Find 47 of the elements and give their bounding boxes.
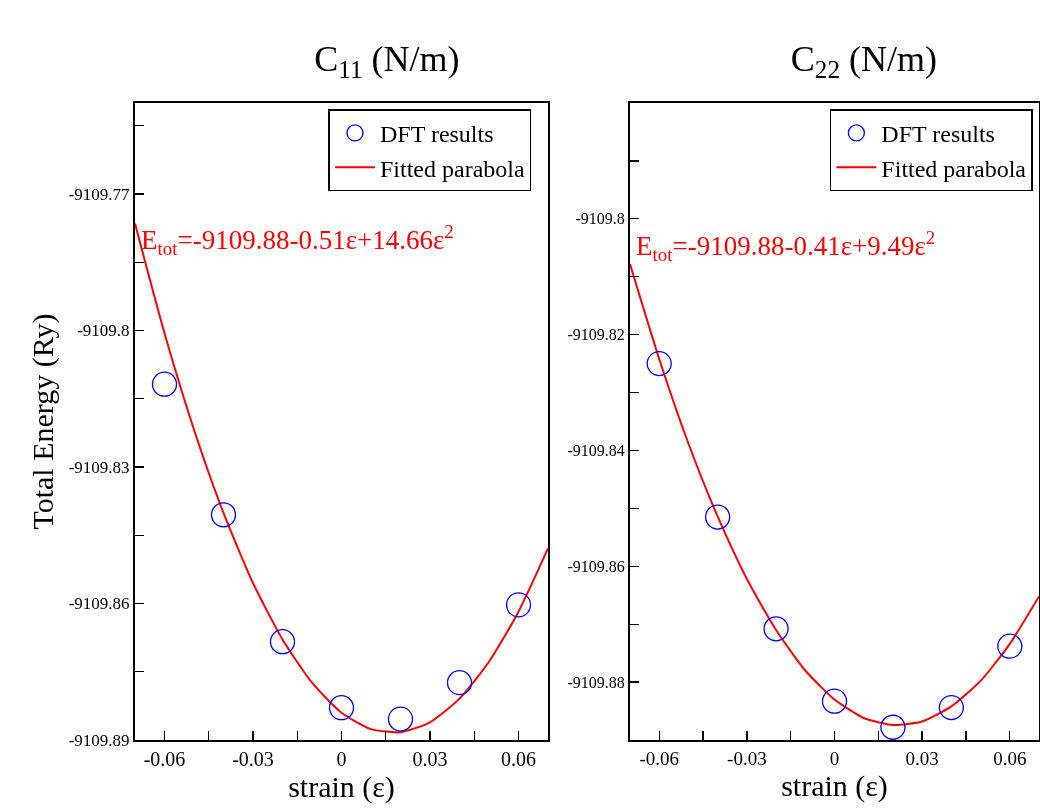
annotation: E$_{tot}$=-9109.88-0.41ε+9.49ε$^{2}$ <box>636 227 936 266</box>
x-tick-label: 0.03 <box>412 748 448 770</box>
y-tick-label: -9109.89 <box>68 730 130 750</box>
point <box>328 695 355 721</box>
y-tick-label: -9109.8 <box>575 210 625 228</box>
legend-label: Fitted parabola <box>379 155 525 182</box>
line-series <box>630 262 1039 726</box>
x-tick-label: 0.06 <box>501 748 536 770</box>
x-tick-label: 0.03 <box>905 747 939 769</box>
chart-title: C$_{22}$ (N/m) <box>790 38 937 84</box>
x-tick-label: -0.03 <box>232 748 274 770</box>
line-series <box>135 222 548 734</box>
y-tick-label: -9109.8 <box>77 321 130 341</box>
y-tick-label: -9109.88 <box>567 673 625 691</box>
x-tick-label: -0.06 <box>639 747 679 769</box>
chart-title: C$_{11}$ (N/m) <box>314 38 460 84</box>
point <box>763 616 789 642</box>
x-tick-label: 0.06 <box>993 747 1027 769</box>
x-tick-label: 0 <box>336 748 347 770</box>
y-tick-label: -9109.86 <box>68 594 130 614</box>
x-tick-label: -0.06 <box>143 748 186 770</box>
point <box>646 350 672 377</box>
y-tick-label: -9109.86 <box>567 557 625 575</box>
point <box>505 592 532 618</box>
x-tick-label: -0.03 <box>727 747 767 769</box>
legend-label: Fitted parabola <box>881 155 1027 182</box>
x-tick-label: 0 <box>829 747 840 769</box>
point <box>269 629 296 655</box>
point <box>210 502 237 528</box>
point <box>446 670 473 696</box>
annotation: E$_{tot}$=-9109.88-0.51ε+14.66ε$^{2}$ <box>141 221 454 260</box>
y-axis-title: Total Energy (Ry) <box>26 313 61 530</box>
point <box>997 633 1023 659</box>
legend-label: DFT results <box>379 121 494 148</box>
y-tick-label: -9109.82 <box>567 326 625 344</box>
point <box>151 371 178 397</box>
legend-label: DFT results <box>881 121 995 148</box>
y-tick-label: -9109.84 <box>567 442 625 460</box>
point <box>705 504 731 530</box>
point <box>821 688 848 714</box>
point <box>387 706 414 732</box>
x-axis-title: strain (ε) <box>288 770 395 804</box>
point <box>880 714 906 740</box>
point <box>938 694 965 721</box>
x-axis-title: strain (ε) <box>781 768 888 803</box>
y-tick-label: -9109.83 <box>68 457 130 477</box>
y-tick-label: -9109.77 <box>68 184 131 204</box>
